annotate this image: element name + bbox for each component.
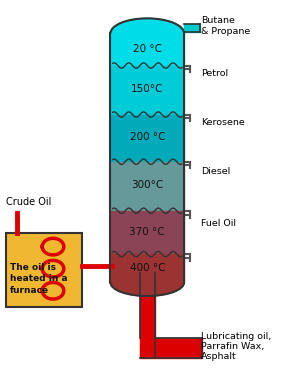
- Bar: [140, 338, 202, 358]
- Text: Petrol: Petrol: [201, 68, 228, 78]
- Bar: [140, 273, 155, 338]
- Text: Lubricating oil,
Parrafin Wax,
Asphalt: Lubricating oil, Parrafin Wax, Asphalt: [201, 332, 271, 361]
- Text: 400 °C: 400 °C: [130, 263, 165, 273]
- Bar: [110, 65, 184, 114]
- Text: Crude Oil: Crude Oil: [6, 197, 52, 207]
- Text: The oil is
heated in a
furnace: The oil is heated in a furnace: [10, 263, 68, 295]
- Text: Diesel: Diesel: [201, 167, 230, 176]
- Text: 200 °C: 200 °C: [130, 132, 165, 142]
- Bar: [184, 24, 200, 32]
- FancyBboxPatch shape: [6, 233, 81, 307]
- Text: 20 °C: 20 °C: [133, 44, 162, 54]
- Text: Kerosene: Kerosene: [201, 117, 245, 127]
- Ellipse shape: [110, 269, 184, 296]
- Bar: [110, 33, 184, 65]
- Text: Fuel Oil: Fuel Oil: [201, 219, 236, 228]
- Bar: [110, 211, 184, 254]
- Text: 370 °C: 370 °C: [129, 227, 165, 237]
- Bar: [110, 254, 184, 282]
- Text: 300°C: 300°C: [131, 180, 163, 190]
- Bar: [110, 162, 184, 211]
- Bar: [110, 114, 184, 162]
- Text: 150°C: 150°C: [131, 84, 164, 94]
- Text: Butane
& Propane: Butane & Propane: [201, 16, 250, 36]
- Ellipse shape: [110, 18, 184, 49]
